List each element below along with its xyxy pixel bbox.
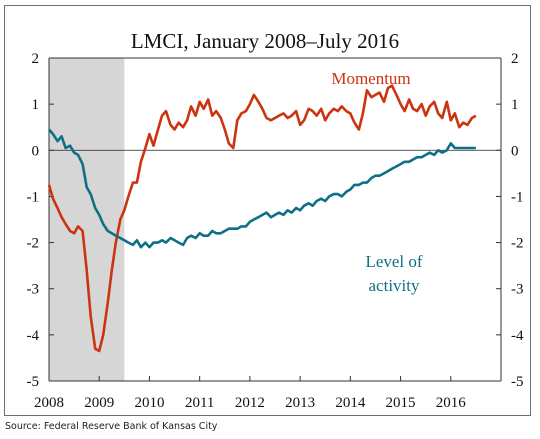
lmci-line-chart: LMCI, January 2008–July 2016 2 2 1 1 0 0 -1 -1 -… xyxy=(27,29,524,411)
y-tick-label-right: -4 xyxy=(511,328,524,344)
y-tick-label-left: -1 xyxy=(27,189,40,205)
y-tick-label-left: -5 xyxy=(27,374,40,390)
y-tick-label-left: -4 xyxy=(27,328,40,344)
y-tick-label-right: 0 xyxy=(511,143,519,159)
series-line-momentum xyxy=(47,84,477,353)
y-tick-label-left: 2 xyxy=(32,51,40,67)
y-tick-label-right: -2 xyxy=(511,236,524,252)
annotation-activity: activity xyxy=(369,276,420,295)
y-tick-label-left: -2 xyxy=(27,236,40,252)
y-tick-label-left: -3 xyxy=(27,282,40,298)
y-tick-label-left: 1 xyxy=(32,97,40,113)
y-tick-label-right: 1 xyxy=(511,97,519,113)
y-tick-label-right: 2 xyxy=(511,51,519,67)
x-tick-label: 2008 xyxy=(34,395,64,411)
chart-title: LMCI, January 2008–July 2016 xyxy=(131,29,399,53)
x-tick-label: 2015 xyxy=(386,395,416,411)
y-tick-label-right: -5 xyxy=(511,374,524,390)
series-line-level-of-activity xyxy=(48,128,476,249)
y-tick-label-right: -1 xyxy=(511,189,524,205)
x-tick-label: 2016 xyxy=(436,395,467,411)
chart-frame: LMCI, January 2008–July 2016 2 2 1 1 0 0 -1 -1 -… xyxy=(4,5,531,416)
x-tick-label: 2011 xyxy=(185,395,214,411)
axis-ticks: 2 2 1 1 0 0 -1 -1 -2 -2 -3 -3 -4 -4 -5 -5 2008 2009 2010 20… xyxy=(27,51,524,411)
recession-shading xyxy=(49,58,125,381)
source-note: Source: Federal Reserve Bank of Kansas C… xyxy=(5,421,218,432)
annotation-momentum: Momentum xyxy=(331,69,410,88)
x-tick-label: 2012 xyxy=(235,395,265,411)
x-tick-label: 2010 xyxy=(134,395,164,411)
y-tick-label-right: -3 xyxy=(511,282,524,298)
x-tick-label: 2013 xyxy=(285,395,315,411)
x-tick-label: 2014 xyxy=(335,395,366,411)
annotation-level-of: Level of xyxy=(365,252,422,271)
y-tick-label-left: 0 xyxy=(32,143,40,159)
x-tick-label: 2009 xyxy=(84,395,114,411)
